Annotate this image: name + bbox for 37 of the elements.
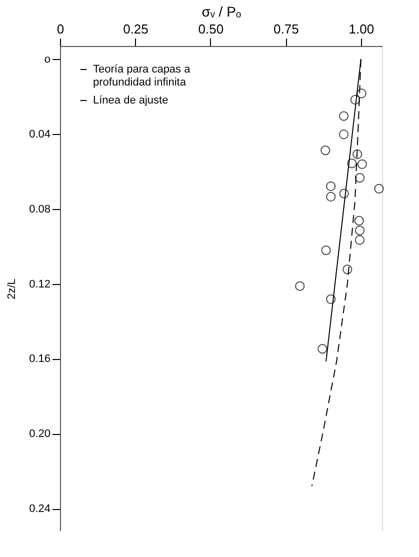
point	[354, 226, 365, 236]
x-tick-label: 1.00	[348, 22, 374, 36]
point	[354, 216, 364, 226]
y-tick-label: 0.24	[29, 503, 50, 516]
point	[326, 294, 336, 304]
x-tick-label: 0.25	[123, 22, 148, 36]
point	[354, 173, 365, 183]
y-tick-label: o	[44, 54, 50, 66]
point	[339, 188, 349, 198]
x-tick-label: 0	[56, 22, 64, 36]
point	[338, 111, 349, 121]
x-tick-label: 0.75	[274, 22, 299, 36]
point	[318, 344, 328, 354]
y-tick-label: 0.20	[29, 428, 50, 440]
point	[350, 94, 360, 105]
point	[357, 159, 367, 169]
y-tick-label: 0.16	[29, 353, 50, 366]
y-axis-title: 2z/L	[6, 278, 18, 300]
point	[342, 264, 352, 274]
point	[295, 281, 305, 291]
x-tick-label: 0.50	[198, 22, 224, 36]
legend-label: Teoría para capas a profundidad infinita	[93, 64, 192, 88]
point	[338, 130, 349, 140]
point	[321, 245, 331, 256]
point	[352, 149, 362, 160]
point	[354, 235, 365, 245]
point	[326, 192, 336, 202]
y-tick-label: 0.08	[29, 203, 50, 216]
point	[347, 158, 357, 168]
y-tick-label: 0.12	[29, 278, 50, 290]
legend-label: Línea de ajuste	[93, 94, 168, 106]
y-tick-label: 0.04	[29, 128, 50, 141]
point	[320, 145, 330, 156]
point	[374, 184, 384, 194]
point	[326, 181, 336, 192]
x-axis-title: σᵥ / Pₒ	[202, 4, 242, 20]
point	[356, 88, 366, 98]
